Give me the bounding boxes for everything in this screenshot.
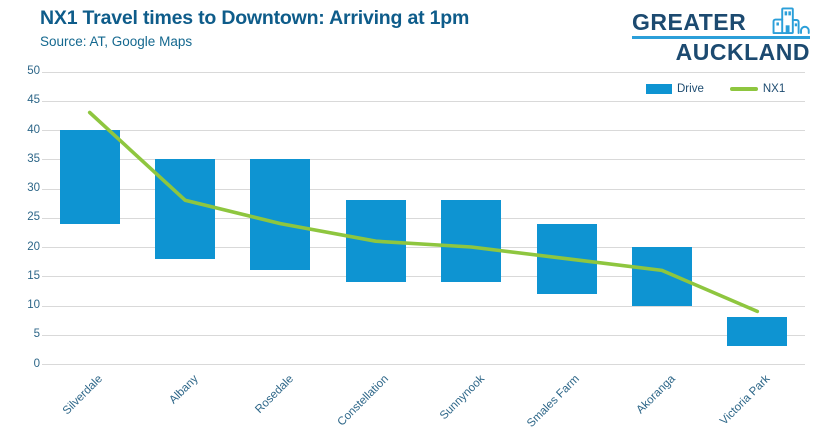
y-axis-tick-label: 10 (27, 299, 40, 311)
x-axis-label: Victoria Park (718, 373, 773, 428)
gridline (42, 305, 805, 307)
logo-underline (632, 36, 810, 39)
logo-top-row: GREATER (632, 7, 810, 34)
city-skyline-icon (772, 7, 810, 34)
x-axis-label: Sunnynook (437, 373, 487, 423)
nx1-line-swatch-icon (729, 87, 758, 91)
gridline (42, 130, 805, 131)
y-axis-tick-label: 5 (33, 328, 40, 341)
y-axis-tick-label: 0 (33, 357, 40, 370)
x-axis-label: Silverdale (60, 373, 106, 418)
drive-bar (631, 247, 692, 306)
logo-text-greater: GREATER (632, 9, 747, 35)
gridline (42, 71, 805, 73)
legend-item-nx1: NX1 (729, 83, 786, 95)
x-axis-label: Albany (167, 373, 201, 407)
drive-bar (155, 159, 216, 259)
legend-label-drive: Drive (677, 83, 704, 95)
y-axis-tick-label: 20 (27, 240, 40, 253)
x-axis-label: Smales Farm (525, 373, 583, 430)
y-axis-tick-label: 45 (27, 94, 40, 107)
x-axis-label: Constellation (335, 373, 392, 429)
greater-auckland-logo: GREATER AUCKLAND (632, 7, 810, 65)
legend-label-nx1: NX1 (762, 83, 786, 95)
gridline (42, 364, 805, 365)
y-axis-tick-label: 40 (27, 123, 40, 136)
x-axis-label: Akoranga (634, 373, 678, 417)
x-axis-label: Rosedale (253, 373, 296, 416)
y-axis-tick-label: 35 (27, 152, 40, 165)
y-axis-tick-label: 30 (27, 182, 40, 194)
drive-bar (345, 200, 406, 283)
gridline (42, 100, 805, 102)
chart-header: NX1 Travel times to Downtown: Arriving a… (40, 7, 469, 49)
drive-bar (536, 223, 597, 294)
drive-bar (59, 130, 120, 224)
drive-bar (250, 159, 311, 271)
gridline (42, 334, 805, 336)
y-axis-tick-label: 15 (27, 269, 40, 282)
chart-source: Source: AT, Google Maps (40, 34, 193, 49)
drive-bar-swatch-icon (646, 84, 672, 94)
drive-bar (727, 317, 788, 347)
drive-bar (441, 200, 502, 283)
y-axis-tick-label: 50 (27, 65, 40, 77)
legend-item-drive: Drive (646, 83, 704, 95)
logo-text-auckland: AUCKLAND (675, 39, 810, 65)
chart-legend: Drive NX1 (646, 83, 785, 95)
y-axis-tick-label: 25 (27, 211, 40, 224)
chart-title: NX1 Travel times to Downtown: Arriving a… (40, 7, 470, 29)
